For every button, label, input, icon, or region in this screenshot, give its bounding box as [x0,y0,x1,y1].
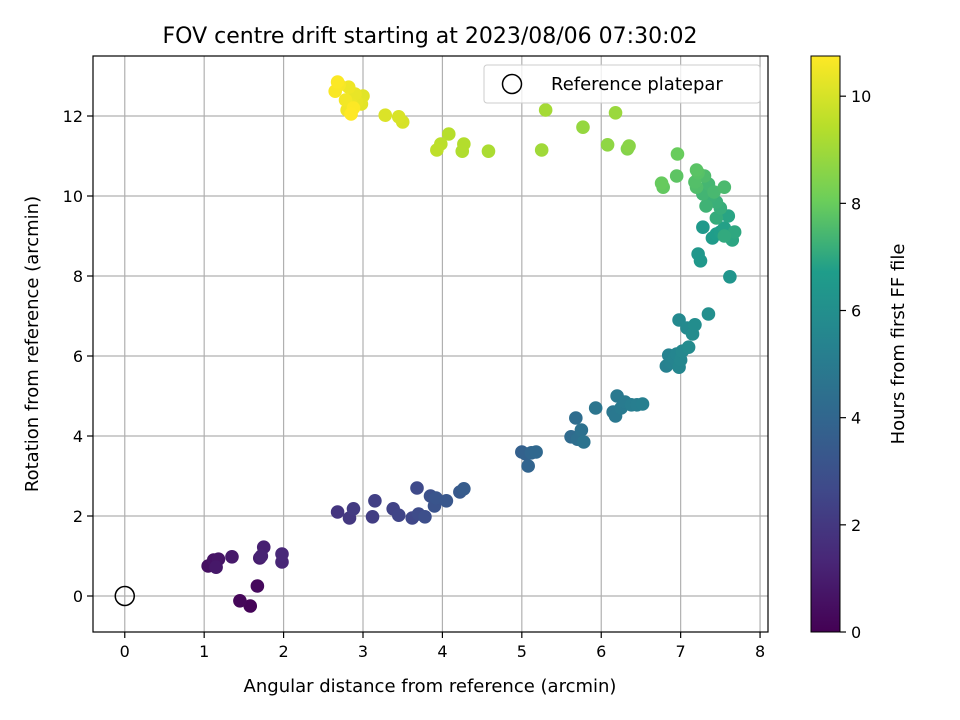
data-point [439,494,454,508]
data-point [701,307,716,321]
colorbar-ticks: 0 2 4 6 8 10 [840,87,871,642]
y-axis-label: Rotation from reference (arcmin) [22,196,43,492]
data-point [391,508,406,522]
x-tick-label: 1 [199,642,209,661]
grid-layer [93,56,768,632]
y-tick-label: 10 [63,187,83,206]
x-tick-label: 6 [596,642,606,661]
y-tick-label: 0 [73,587,83,606]
data-point [330,75,345,89]
data-point [669,169,684,183]
data-point [368,494,382,508]
data-point [576,120,590,134]
data-point [429,491,443,505]
data-point [534,143,549,157]
x-axis-label: Angular distance from reference (arcmin) [244,676,617,697]
colorbar: 0 2 4 6 8 10 Hours from first FF file [810,55,909,642]
legend-label: Reference platepar [551,74,723,95]
data-point [576,435,591,449]
colorbar-tick-label: 10 [851,87,871,106]
colorbar-tick-label: 0 [851,623,861,642]
y-tick-label: 2 [73,507,83,526]
data-point [723,270,737,284]
data-point [699,199,713,213]
data-point [481,144,496,158]
data-point [689,163,704,177]
x-tick-label: 3 [358,642,368,661]
data-point [365,510,380,524]
data-point [521,459,535,473]
data-point [727,225,742,239]
data-point [529,445,543,459]
data-point [707,185,721,199]
x-tick-label: 7 [676,642,686,661]
x-tick-label: 5 [517,642,527,661]
data-point [410,481,424,495]
data-point [622,139,636,153]
data-point [344,107,358,121]
data-point [330,505,345,519]
colorbar-tick-label: 6 [851,302,861,321]
y-tick-label: 6 [73,347,83,366]
data-point [670,147,685,161]
data-point [693,253,708,268]
data-point [696,220,710,234]
data-point [688,318,702,332]
data-point [250,579,265,593]
data-point [600,138,615,152]
x-tick-label: 4 [437,642,447,661]
y-tick-label: 4 [73,427,83,446]
data-point [538,103,553,117]
data-point [243,599,258,613]
data-point [457,482,471,496]
data-point [635,397,650,411]
data-point [574,423,589,437]
chart-title: FOV centre drift starting at 2023/08/06 … [163,24,698,49]
legend-box [483,64,761,104]
legend-marker [501,73,523,95]
data-point [457,137,471,151]
data-point [225,550,239,564]
data-point [391,110,406,124]
data-point [441,127,456,141]
data-point [430,143,444,157]
colorbar-tick-label: 4 [851,409,861,428]
data-point [717,229,732,243]
data-point [346,502,361,516]
data-point [588,401,603,415]
legend: Reference platepar [483,64,761,104]
data-point [569,411,583,425]
x-tick-label: 0 [120,642,130,661]
colorbar-gradient [810,55,841,633]
data-point [378,108,393,122]
data-point [233,594,247,608]
y-tick-label: 12 [63,107,83,126]
data-point [209,560,223,574]
data-point [608,106,623,120]
plot-frame [92,55,769,633]
data-point [681,340,696,355]
colorbar-tick-label: 8 [851,194,861,213]
y-tick-label: 8 [73,267,83,286]
data-point [717,180,732,194]
colorbar-label: Hours from first FF file [888,244,909,445]
data-point [275,547,289,561]
data-point [418,510,432,524]
colorbar-tick-label: 2 [851,516,861,535]
points-layer [114,75,742,613]
x-tick-label: 2 [278,642,288,661]
data-point [654,176,669,190]
x-tick-label: 8 [755,642,765,661]
data-point [254,549,269,563]
reference-platepar-marker [114,585,136,607]
